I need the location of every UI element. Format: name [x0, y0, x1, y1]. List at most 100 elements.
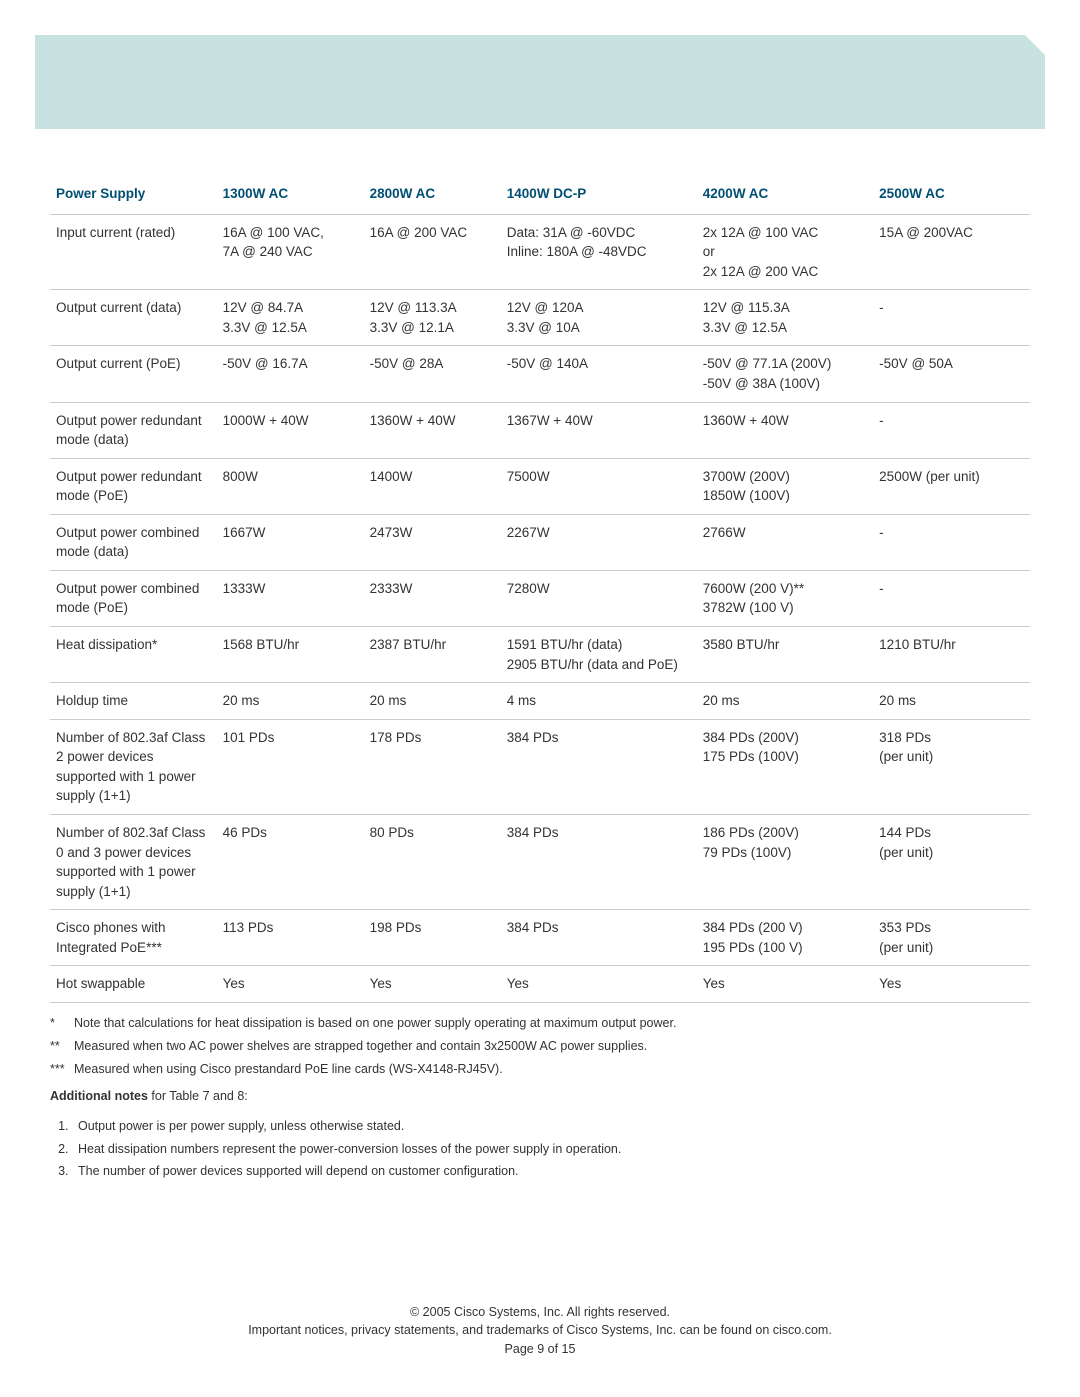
table-cell: Input current (rated) — [50, 214, 217, 290]
table-cell: 46 PDs — [217, 814, 364, 909]
table-row: Output current (PoE)-50V @ 16.7A-50V @ 2… — [50, 346, 1030, 402]
footer-page: Page 9 of 15 — [50, 1340, 1030, 1359]
table-cell: 1210 BTU/hr — [873, 627, 1030, 683]
table-row: Output power combined mode (PoE)1333W233… — [50, 570, 1030, 626]
table-cell: 12V @ 120A 3.3V @ 10A — [501, 290, 697, 346]
table-cell: 353 PDs (per unit) — [873, 910, 1030, 966]
footer-notice: Important notices, privacy statements, a… — [50, 1321, 1030, 1340]
table-cell: 1400W — [364, 458, 501, 514]
table-cell: 12V @ 115.3A 3.3V @ 12.5A — [697, 290, 873, 346]
table-cell: 1360W + 40W — [364, 402, 501, 458]
footnote-1: *Note that calculations for heat dissipa… — [50, 1013, 1030, 1034]
table-cell: Output power combined mode (data) — [50, 514, 217, 570]
table-cell: 1667W — [217, 514, 364, 570]
table-cell: -50V @ 77.1A (200V) -50V @ 38A (100V) — [697, 346, 873, 402]
table-cell: Yes — [364, 966, 501, 1003]
footer-copyright: © 2005 Cisco Systems, Inc. All rights re… — [50, 1303, 1030, 1322]
table-cell: 186 PDs (200V) 79 PDs (100V) — [697, 814, 873, 909]
table-cell: Output power combined mode (PoE) — [50, 570, 217, 626]
table-cell: 178 PDs — [364, 719, 501, 814]
table-row: Holdup time20 ms20 ms4 ms20 ms20 ms — [50, 683, 1030, 720]
table-cell: 80 PDs — [364, 814, 501, 909]
table-row: Output power redundant mode (PoE)800W140… — [50, 458, 1030, 514]
footnote-3: ***Measured when using Cisco prestandard… — [50, 1059, 1030, 1080]
table-cell: 12V @ 84.7A 3.3V @ 12.5A — [217, 290, 364, 346]
table-cell: -50V @ 50A — [873, 346, 1030, 402]
table-row: Hot swappableYesYesYesYesYes — [50, 966, 1030, 1003]
table-body: Input current (rated)16A @ 100 VAC, 7A @… — [50, 214, 1030, 1002]
table-cell: 20 ms — [873, 683, 1030, 720]
footnotes: *Note that calculations for heat dissipa… — [50, 1013, 1030, 1081]
list-item: Heat dissipation numbers represent the p… — [72, 1138, 1030, 1161]
table-cell: Hot swappable — [50, 966, 217, 1003]
table-cell: Data: 31A @ -60VDC Inline: 180A @ -48VDC — [501, 214, 697, 290]
table-cell: Cisco phones with Integrated PoE*** — [50, 910, 217, 966]
table-cell: - — [873, 570, 1030, 626]
table-cell: Output power redundant mode (data) — [50, 402, 217, 458]
table-cell: Number of 802.3af Class 2 power devices … — [50, 719, 217, 814]
table-cell: 1333W — [217, 570, 364, 626]
table-header-row: Power Supply 1300W AC 2800W AC 1400W DC-… — [50, 174, 1030, 214]
table-cell: Number of 802.3af Class 0 and 3 power de… — [50, 814, 217, 909]
additional-notes-list: Output power is per power supply, unless… — [50, 1115, 1030, 1183]
table-cell: 318 PDs (per unit) — [873, 719, 1030, 814]
page-content: Power Supply 1300W AC 2800W AC 1400W DC-… — [0, 129, 1080, 1389]
table-cell: 2267W — [501, 514, 697, 570]
table-cell: 1591 BTU/hr (data) 2905 BTU/hr (data and… — [501, 627, 697, 683]
table-cell: Output current (PoE) — [50, 346, 217, 402]
table-cell: 384 PDs (200 V) 195 PDs (100 V) — [697, 910, 873, 966]
table-cell: 1360W + 40W — [697, 402, 873, 458]
table-cell: 384 PDs (200V) 175 PDs (100V) — [697, 719, 873, 814]
table-cell: 16A @ 100 VAC, 7A @ 240 VAC — [217, 214, 364, 290]
table-cell: Yes — [697, 966, 873, 1003]
table-cell: 384 PDs — [501, 814, 697, 909]
table-cell: Yes — [873, 966, 1030, 1003]
table-cell: 2387 BTU/hr — [364, 627, 501, 683]
table-cell: 16A @ 200 VAC — [364, 214, 501, 290]
table-cell: 144 PDs (per unit) — [873, 814, 1030, 909]
table-cell: 800W — [217, 458, 364, 514]
table-cell: 1367W + 40W — [501, 402, 697, 458]
col-header: 4200W AC — [697, 174, 873, 214]
table-cell: - — [873, 514, 1030, 570]
table-cell: 2x 12A @ 100 VAC or 2x 12A @ 200 VAC — [697, 214, 873, 290]
table-cell: 7500W — [501, 458, 697, 514]
table-cell: -50V @ 28A — [364, 346, 501, 402]
table-cell: 20 ms — [217, 683, 364, 720]
table-cell: 7600W (200 V)** 3782W (100 V) — [697, 570, 873, 626]
table-row: Number of 802.3af Class 2 power devices … — [50, 719, 1030, 814]
table-cell: 20 ms — [697, 683, 873, 720]
table-cell: 113 PDs — [217, 910, 364, 966]
table-cell: 20 ms — [364, 683, 501, 720]
col-header: Power Supply — [50, 174, 217, 214]
table-cell: 1568 BTU/hr — [217, 627, 364, 683]
col-header: 1400W DC-P — [501, 174, 697, 214]
table-row: Number of 802.3af Class 0 and 3 power de… — [50, 814, 1030, 909]
table-cell: 2766W — [697, 514, 873, 570]
additional-notes-heading: Additional notes for Table 7 and 8: — [50, 1089, 1030, 1103]
table-cell: Heat dissipation* — [50, 627, 217, 683]
table-row: Output power combined mode (data)1667W24… — [50, 514, 1030, 570]
col-header: 2500W AC — [873, 174, 1030, 214]
table-cell: 2473W — [364, 514, 501, 570]
page-footer: © 2005 Cisco Systems, Inc. All rights re… — [50, 1303, 1030, 1359]
table-cell: 3580 BTU/hr — [697, 627, 873, 683]
list-item: The number of power devices supported wi… — [72, 1160, 1030, 1183]
table-cell: Yes — [217, 966, 364, 1003]
table-row: Output power redundant mode (data)1000W … — [50, 402, 1030, 458]
table-cell: 2333W — [364, 570, 501, 626]
table-cell: -50V @ 140A — [501, 346, 697, 402]
table-cell: Output power redundant mode (PoE) — [50, 458, 217, 514]
table-cell: 198 PDs — [364, 910, 501, 966]
footnote-2: **Measured when two AC power shelves are… — [50, 1036, 1030, 1057]
col-header: 1300W AC — [217, 174, 364, 214]
table-cell: Output current (data) — [50, 290, 217, 346]
table-cell: 101 PDs — [217, 719, 364, 814]
table-cell: Yes — [501, 966, 697, 1003]
table-cell: 384 PDs — [501, 719, 697, 814]
table-cell: 2500W (per unit) — [873, 458, 1030, 514]
table-cell: 12V @ 113.3A 3.3V @ 12.1A — [364, 290, 501, 346]
table-cell: 384 PDs — [501, 910, 697, 966]
table-row: Heat dissipation*1568 BTU/hr2387 BTU/hr1… — [50, 627, 1030, 683]
table-row: Cisco phones with Integrated PoE***113 P… — [50, 910, 1030, 966]
